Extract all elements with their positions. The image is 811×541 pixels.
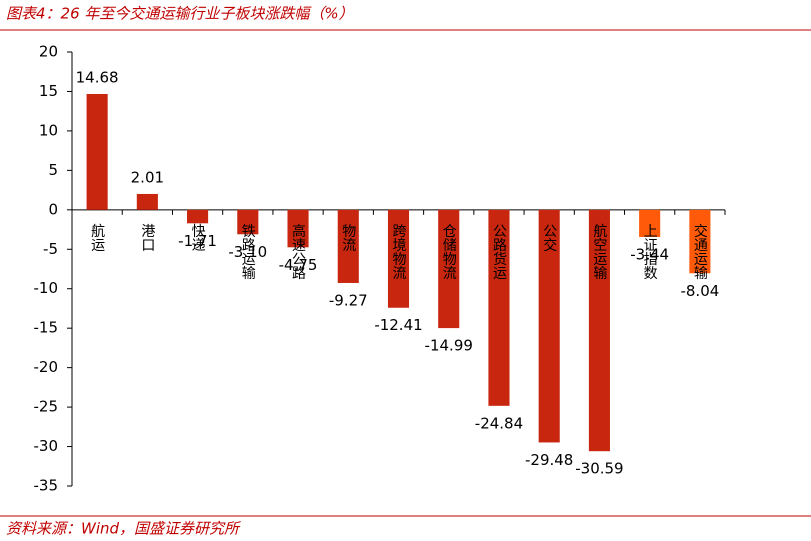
- bar: [639, 209, 661, 237]
- bar: [86, 93, 108, 210]
- x-tick-label: 物流: [340, 224, 356, 253]
- bar: [588, 209, 610, 452]
- value-label: 2.01: [131, 168, 164, 186]
- x-tick-label: 交通运输: [692, 223, 708, 280]
- value-label: -8.04: [680, 282, 719, 300]
- value-label: 14.68: [76, 68, 119, 86]
- value-label: -3.10: [228, 243, 267, 261]
- y-tick-label: 5: [48, 161, 58, 179]
- x-tick-label: 航运: [89, 224, 105, 253]
- bar: [387, 209, 410, 308]
- bar: [538, 209, 560, 443]
- x-tick-label: 上证指数: [642, 224, 658, 280]
- x-tick-label: 铁路运输: [240, 224, 256, 280]
- x-tick-label: 公路货运: [491, 224, 507, 281]
- bar: [689, 209, 711, 274]
- x-tick-label: 公交: [541, 224, 557, 252]
- bar: [237, 209, 259, 235]
- bar: [187, 209, 209, 224]
- x-tick-label: 航空运输: [591, 224, 607, 280]
- value-label: -14.99: [425, 337, 473, 355]
- source-note: 资料来源：Wind，国盛证券研究所: [6, 520, 241, 538]
- value-label: -3.44: [630, 245, 669, 263]
- y-tick-label: 0: [48, 200, 58, 218]
- value-label: -24.84: [475, 414, 523, 432]
- value-label: -4.75: [279, 256, 318, 274]
- value-label: -12.41: [374, 316, 422, 334]
- y-tick-label: -15: [34, 319, 59, 337]
- x-tick-label: 仓储物流: [441, 224, 457, 281]
- y-tick-label: 15: [39, 82, 58, 100]
- y-tick-label: 20: [39, 43, 58, 61]
- value-label: -29.48: [525, 451, 573, 469]
- y-tick-label: -25: [34, 398, 59, 416]
- y-tick-label: -35: [34, 477, 59, 495]
- y-tick-label: -5: [43, 240, 58, 258]
- bar: [337, 209, 359, 283]
- page-title: 图表4：26 年至今交通运输行业子板块涨跌幅（%）: [6, 5, 354, 23]
- x-tick-label: 跨境物流: [391, 224, 407, 281]
- bar: [136, 193, 158, 210]
- y-tick-label: -10: [34, 279, 59, 297]
- x-tick-label: 高速公路: [290, 223, 306, 280]
- y-tick-label: 10: [39, 121, 58, 139]
- x-tick-label: 港口: [139, 224, 155, 252]
- value-label: -30.59: [575, 460, 623, 478]
- bar: [438, 209, 460, 329]
- x-tick-label: 快递: [190, 224, 206, 252]
- y-tick-label: -20: [34, 358, 59, 376]
- value-label: -9.27: [329, 291, 368, 309]
- bar: [287, 209, 309, 248]
- y-tick-label: -30: [34, 437, 59, 455]
- bar: [488, 209, 510, 406]
- value-label: -1.71: [178, 232, 217, 250]
